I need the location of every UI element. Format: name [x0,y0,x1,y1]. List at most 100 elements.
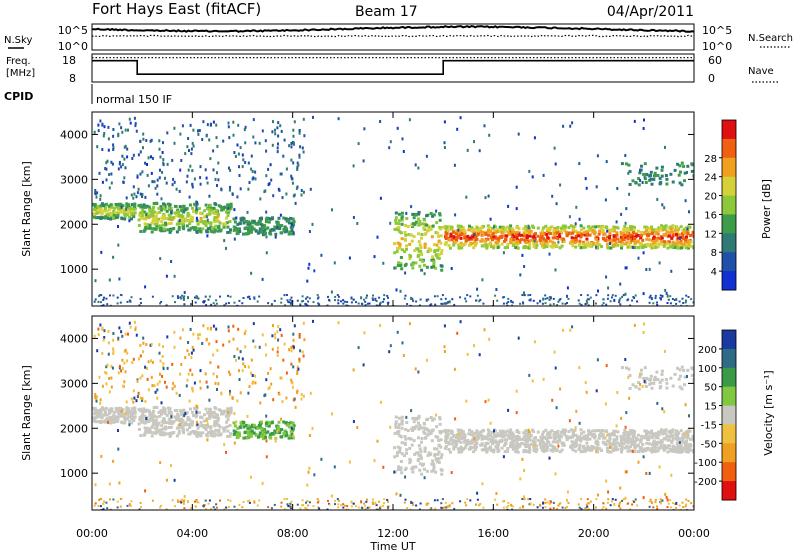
velocity-echo [671,448,675,452]
velocity-echo [98,499,101,501]
velocity-echo [594,441,598,445]
velocity-echo [133,320,136,324]
power-echo [574,236,578,240]
power-echo [456,243,460,247]
power-echo [116,214,120,218]
velocity-echo [246,430,250,434]
velocity-echo [285,371,288,375]
power-echo [675,238,679,242]
power-echo [180,209,184,213]
power-echo [227,294,229,297]
power-echo [517,132,520,136]
power-echo [683,227,687,231]
velocity-echo [636,433,640,437]
power-echo [421,259,425,263]
velocity-echo [179,417,183,421]
velocity-echo [149,417,153,421]
power-echo [133,204,137,208]
power-echo [236,304,239,306]
power-echo [124,128,127,132]
power-echo [260,216,263,220]
velocity-echo [253,500,256,503]
power-echo [292,161,295,165]
power-echo [409,233,413,237]
power-echo [159,168,161,172]
power-echo [223,222,227,226]
velocity-echo [142,336,145,340]
velocity-echo [252,431,256,435]
velocity-echo [334,503,336,506]
power-echo [444,302,447,305]
power-echo [260,223,264,227]
power-echo [594,225,597,229]
power-echo [279,124,282,128]
velocity-echo [625,435,629,439]
velocity-echo [99,412,103,416]
power-echo [125,205,129,209]
power-echo [618,238,622,242]
power-echo [160,206,163,210]
velocity-echo [276,350,279,354]
velocity-echo [137,357,140,361]
power-echo [291,181,294,185]
power-echo [443,120,446,124]
velocity-echo [112,498,115,501]
velocity-echo [460,437,463,441]
power-echo [518,240,522,244]
velocity-echo [244,329,247,333]
velocity-echo [496,503,499,506]
velocity-echo [223,426,227,430]
velocity-echo [191,430,195,433]
power-echo [184,152,187,156]
velocity-echo [152,421,156,424]
power-echo [559,230,563,234]
velocity-echo [256,426,260,430]
power-echo [383,298,385,301]
velocity-echo [445,436,449,440]
power-echo [519,273,522,277]
power-echo [606,229,609,233]
velocity-echo [580,432,583,436]
power-echo [238,165,240,169]
velocity-echo [435,425,439,429]
velocity-echo [685,447,689,451]
power-echo [560,244,564,248]
power-echo [218,221,222,225]
velocity-echo [435,447,439,451]
velocity-echo [684,450,688,454]
power-echo [571,244,575,248]
velocity-echo [620,366,624,370]
power-echo [669,245,673,249]
power-echo [600,230,604,234]
velocity-echo [416,421,420,425]
velocity-echo [282,358,285,362]
velocity-echo [581,436,585,440]
velocity-echo [585,441,589,445]
velocity-echo [251,374,254,377]
power-echo [198,227,202,231]
velocity-echo [641,442,645,446]
velocity-echo [210,430,214,434]
velocity-echo [564,506,567,509]
power-echo [309,187,312,191]
power-echo [528,299,531,302]
power-echo [393,251,397,255]
velocity-echo [187,341,190,344]
velocity-echo [141,413,145,417]
power-echo [112,148,115,151]
power-echo [660,236,664,240]
velocity-echo [209,361,212,365]
velocity-echo [116,418,120,422]
velocity-echo [559,434,563,438]
velocity-echo [571,444,575,447]
power-echo [106,159,109,163]
power-echo [624,221,627,225]
velocity-echo [445,506,448,509]
velocity-echo [502,506,505,509]
power-echo [474,238,478,241]
power-echo [238,222,242,226]
velocity-echo [180,501,183,504]
power-echo [637,177,641,181]
velocity-echo [436,499,439,502]
power-echo [680,246,684,250]
